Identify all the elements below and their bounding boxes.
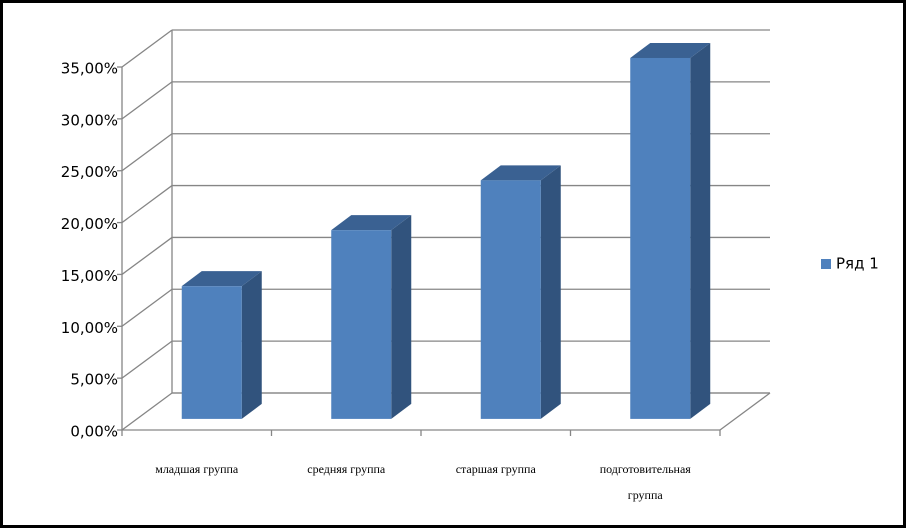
y-tick-label: 35,00% (61, 60, 118, 78)
floor-right-edge (719, 392, 771, 431)
grid-line (121, 340, 173, 379)
y-tick-label: 20,00% (61, 215, 118, 233)
x-tick-label: средняя группа (307, 462, 386, 476)
y-tick-label: 10,00% (61, 319, 118, 337)
grid-line (121, 185, 173, 224)
bar (630, 57, 691, 419)
legend-label: Ряд 1 (836, 255, 879, 273)
grid-line (121, 236, 173, 275)
y-tick-label: 0,00% (70, 423, 118, 441)
bar (331, 230, 392, 419)
bar-side (241, 271, 262, 419)
bar-top (630, 42, 711, 58)
grid-line (121, 133, 173, 172)
x-tick-label-line: группа (628, 488, 664, 502)
bar-top (331, 215, 412, 231)
grid-line (121, 29, 173, 68)
bar-side (690, 42, 711, 419)
bar (480, 180, 541, 419)
y-tick-label: 5,00% (70, 371, 118, 389)
bar-side (540, 165, 561, 419)
bar-top (181, 271, 262, 287)
chart-area (3, 3, 903, 525)
bar-top (480, 165, 561, 181)
y-tick-label: 25,00% (61, 163, 118, 181)
grid-line (121, 392, 173, 431)
grid-line (121, 288, 173, 327)
bar-side (391, 215, 412, 419)
bar (181, 286, 242, 419)
grid-line (121, 81, 173, 120)
x-tick-label: младшая группа (155, 462, 239, 476)
y-tick-label: 30,00% (61, 111, 118, 129)
x-tick-label: старшая группа (456, 462, 537, 476)
y-tick-label: 15,00% (61, 267, 118, 285)
x-tick-label-line: подготовительная (600, 462, 692, 476)
legend-swatch (821, 259, 831, 269)
x-tick-label: подготовительная группа (600, 462, 692, 502)
